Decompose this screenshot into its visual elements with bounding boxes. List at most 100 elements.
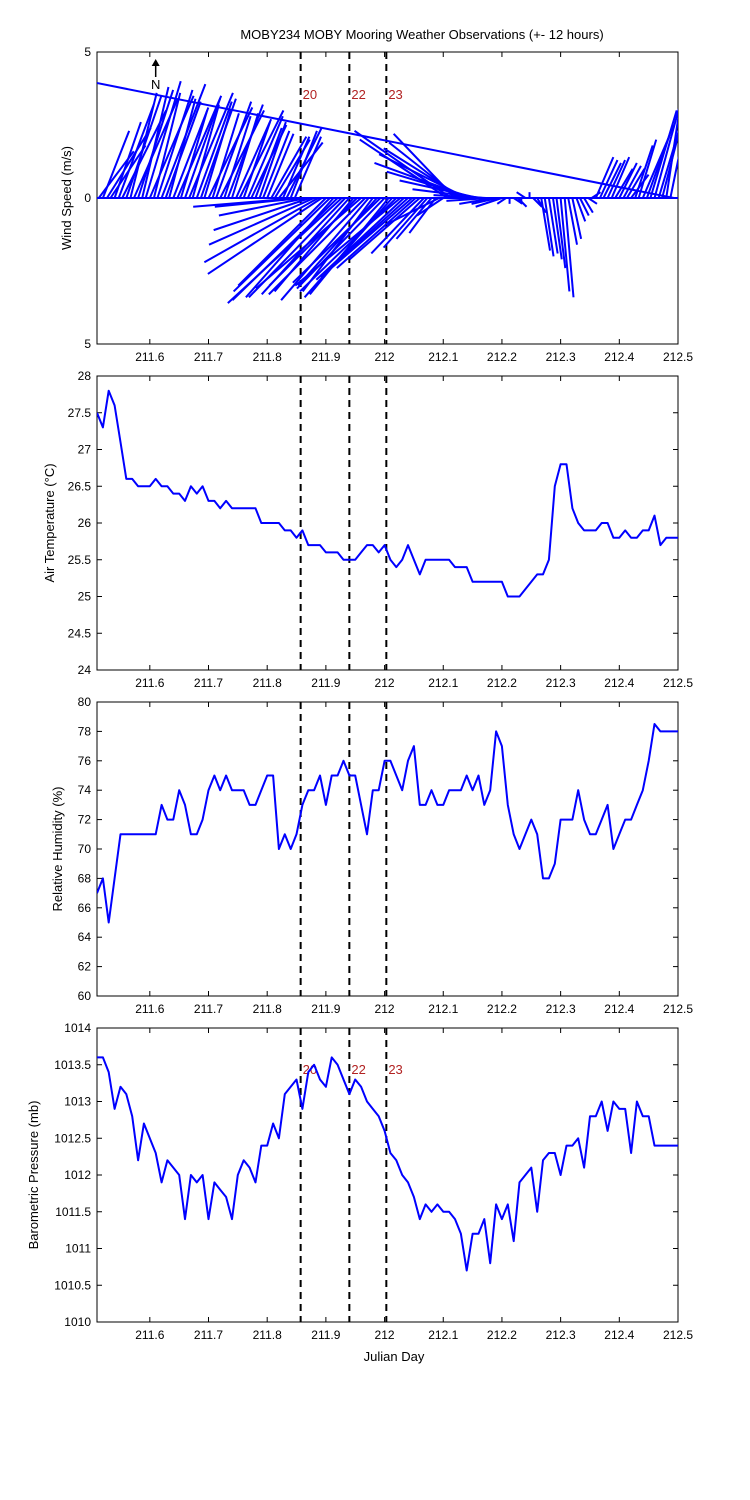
x-tick-label: 211.8	[253, 676, 282, 690]
wind-vector	[459, 197, 495, 205]
wind-vector	[610, 156, 631, 199]
wind-vector	[614, 168, 634, 199]
wind-vector	[254, 127, 283, 199]
y-tick-label: 25.5	[68, 553, 92, 567]
series	[97, 80, 678, 304]
wind-vector	[496, 197, 507, 205]
y-tick-label: 1013	[64, 1095, 91, 1109]
y-tick-label: 26.5	[68, 479, 92, 493]
wind-vector	[665, 113, 678, 199]
wind-vector	[213, 197, 311, 232]
wind-vector	[184, 98, 222, 199]
panel-1: 211.6 211.7 211.8 211.9 212 212.1 212.2 212.3 21…	[59, 45, 693, 364]
x-tick-label: 212.4	[604, 1328, 634, 1342]
wind-vector	[152, 92, 182, 199]
x-tick-label: 212.4	[604, 676, 634, 690]
event-marker-label: 23	[388, 1062, 402, 1077]
wind-vector	[168, 98, 197, 199]
x-tick-label: 212.5	[663, 350, 693, 364]
x-tick-label: 212.2	[487, 1002, 517, 1016]
wind-vector	[188, 92, 234, 199]
wind-vector	[292, 197, 382, 284]
x-tick-label: 212.5	[663, 1328, 693, 1342]
wind-vector	[602, 162, 622, 199]
x-tick-label: 212.1	[428, 1328, 458, 1342]
wind-vector	[649, 110, 678, 199]
wind-vector	[626, 168, 646, 199]
wind-vector	[433, 194, 487, 199]
wind-vector	[235, 118, 273, 199]
wind-vector	[211, 113, 240, 199]
wind-vector	[237, 197, 327, 287]
wind-vector	[268, 197, 358, 287]
wind-vector	[579, 197, 590, 216]
wind-vector	[266, 133, 295, 199]
y-tick-label: 28	[78, 369, 92, 383]
wind-vector	[207, 107, 254, 199]
event-marker-label: 20	[303, 87, 317, 102]
panel-3: 211.6 211.7 211.8 211.9 212 212.1 212.2 212.3 21…	[50, 695, 693, 1016]
wind-vector	[293, 136, 322, 199]
wind-vector	[191, 104, 220, 199]
wind-vector	[416, 197, 444, 217]
wind-vector	[218, 197, 307, 217]
y-tick-label: 70	[78, 842, 92, 856]
y-tick-label: 1010.5	[54, 1278, 91, 1292]
series-line	[97, 1056, 678, 1272]
y-tick-label: 74	[78, 783, 92, 797]
wind-vector	[575, 197, 587, 222]
wind-vector	[583, 197, 594, 214]
y-tick-label: 76	[78, 754, 92, 768]
plot-frame	[96, 701, 679, 997]
wind-vector	[555, 197, 567, 269]
wind-vector	[268, 197, 366, 296]
wind-vector	[571, 197, 583, 240]
wind-vector	[227, 197, 343, 304]
wind-vector	[543, 197, 555, 257]
plot-frame	[96, 375, 679, 671]
y-tick-label: 26	[78, 516, 92, 530]
wind-vector	[296, 197, 386, 290]
wind-vector	[540, 197, 552, 251]
north-arrow-head	[151, 59, 160, 66]
event-marker-label: 23	[388, 87, 402, 102]
wind-vector	[208, 197, 315, 246]
wind-vector	[219, 109, 265, 199]
wind-vector	[594, 156, 615, 199]
x-tick-label: 211.9	[311, 676, 340, 690]
wind-vector	[280, 197, 370, 301]
wind-vector	[653, 108, 678, 199]
y-tick-label: 24	[78, 663, 92, 677]
wind-vector	[176, 95, 223, 199]
x-tick-label: 212.1	[428, 1002, 458, 1016]
north-label: N	[151, 77, 160, 92]
wind-vector	[587, 197, 598, 205]
wind-vector	[282, 136, 311, 199]
wind-vector	[516, 191, 526, 199]
x-tick-label: 211.7	[194, 350, 223, 364]
wind-vector	[195, 101, 233, 199]
y-tick-label: 80	[78, 695, 92, 709]
x-tick-label: 212.3	[546, 1328, 576, 1342]
wind-vector	[359, 138, 448, 199]
x-tick-label: 212	[375, 350, 395, 364]
x-tick-label: 211.7	[194, 1328, 223, 1342]
x-tick-label: 212	[375, 676, 395, 690]
wind-vector	[559, 197, 571, 292]
y-tick-label: 62	[78, 960, 92, 974]
event-marker-label: 22	[351, 1062, 365, 1077]
wind-vector	[303, 197, 393, 298]
series-line	[97, 389, 678, 598]
wind-vector	[622, 165, 642, 199]
wind-vector	[634, 145, 654, 199]
series	[97, 389, 678, 598]
y-axis-title: Barometric Pressure (mb)	[26, 1101, 41, 1250]
x-tick-label: 211.6	[135, 1328, 164, 1342]
x-tick-label: 212	[375, 1328, 395, 1342]
x-tick-label: 211.6	[135, 1002, 164, 1016]
wind-vector	[323, 197, 413, 275]
wind-vector	[255, 197, 362, 290]
wind-vector	[246, 115, 284, 199]
wind-vector	[262, 130, 291, 199]
